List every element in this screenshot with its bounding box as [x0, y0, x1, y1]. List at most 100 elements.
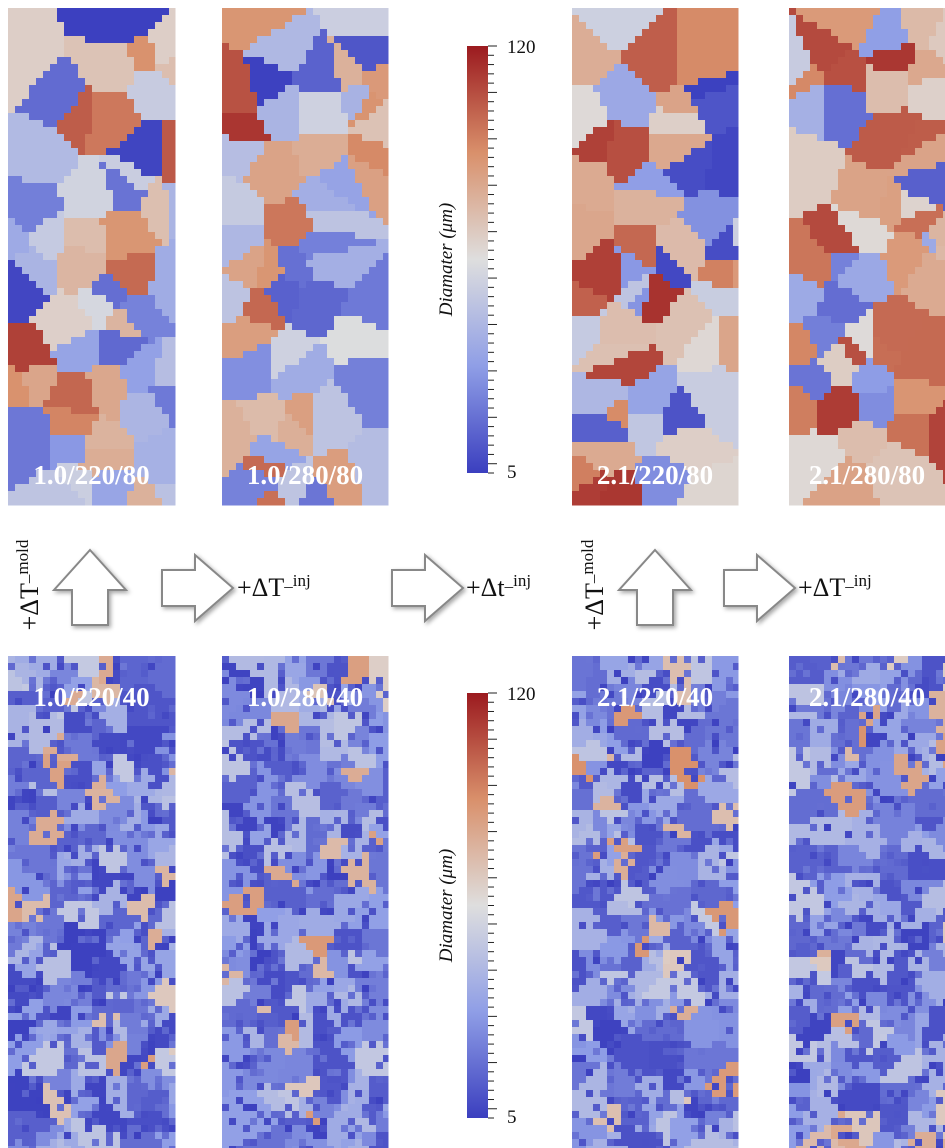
grain-cell: [593, 351, 601, 359]
grain-cell: [169, 358, 176, 366]
grain-cell: [579, 379, 587, 387]
grain-cell: [327, 498, 335, 506]
grain-cell: [320, 498, 328, 506]
grain-cell: [362, 351, 370, 359]
grain-cell: [64, 197, 72, 205]
grain-cell: [684, 141, 692, 149]
grain-cell: [369, 288, 377, 296]
grain-cell: [355, 162, 363, 170]
grain-cell: [236, 78, 244, 86]
grain-cell: [320, 428, 328, 436]
grain-cell: [348, 246, 356, 254]
grain-cell: [712, 365, 720, 373]
grain-cell: [677, 15, 685, 23]
grain-cell: [15, 498, 23, 506]
grain-cell: [355, 351, 363, 359]
grain-cell: [656, 288, 664, 296]
grain-cell: [106, 421, 114, 429]
grain-cell: [64, 57, 72, 65]
grain-cell: [369, 477, 377, 485]
grain-cell: [36, 64, 44, 72]
grain-cell: [586, 36, 594, 44]
grain-cell: [719, 260, 727, 268]
grain-cell: [320, 127, 328, 135]
grain-cell: [614, 358, 622, 366]
grain-cell: [327, 183, 335, 191]
grain-cell: [614, 379, 622, 387]
grain-cell: [85, 43, 93, 51]
grain-cell: [299, 29, 307, 37]
grain-cell: [85, 253, 93, 261]
grain-cell: [113, 183, 121, 191]
grain-cell: [628, 365, 636, 373]
grain-cell: [113, 120, 121, 128]
grain-cell: [670, 253, 678, 261]
grain-cell: [222, 351, 230, 359]
grain-cell: [169, 85, 176, 93]
grain-cell: [99, 43, 107, 51]
grain-cell: [355, 316, 363, 324]
grain-cell: [593, 99, 601, 107]
grain-cell: [43, 386, 51, 394]
grain-cell: [656, 330, 664, 338]
grain-cell: [362, 148, 370, 156]
grain-cell: [50, 246, 58, 254]
grain-cell: [299, 281, 307, 289]
grain-cell: [642, 260, 650, 268]
grain-cell: [677, 190, 685, 198]
grain-cell: [355, 372, 363, 380]
grain-cell: [572, 358, 580, 366]
grain-cell: [677, 134, 685, 142]
grain-cell: [43, 99, 51, 107]
grain-cell: [306, 253, 314, 261]
grain-cell: [257, 414, 265, 422]
grain-cell: [50, 155, 58, 163]
grain-cell: [341, 393, 349, 401]
grain-cell: [271, 8, 279, 16]
grain-cell: [698, 183, 706, 191]
grain-cell: [334, 414, 342, 422]
grain-cell: [78, 330, 86, 338]
grain-cell: [600, 134, 608, 142]
grain-cell: [369, 36, 377, 44]
grain-cell: [348, 127, 356, 135]
grain-cell: [684, 127, 692, 135]
grain-cell: [362, 421, 370, 429]
grain-cell: [64, 309, 72, 317]
grain-cell: [572, 365, 580, 373]
grain-cell: [663, 78, 671, 86]
grain-cell: [8, 281, 16, 289]
grain-cell: [348, 393, 356, 401]
grain-cell: [250, 309, 258, 317]
grain-cell: [78, 15, 86, 23]
grain-cell: [691, 379, 699, 387]
grain-cell: [320, 365, 328, 373]
grain-cell: [726, 400, 734, 408]
grain-cell: [691, 8, 699, 16]
grain-cell: [614, 127, 622, 135]
grain-cell: [92, 498, 100, 506]
grain-cell: [236, 267, 244, 275]
grain-cell: [348, 64, 356, 72]
grain-cell: [29, 421, 37, 429]
grain-cell: [92, 302, 100, 310]
grain-cell: [348, 162, 356, 170]
grain-cell: [320, 414, 328, 422]
grain-cell: [362, 246, 370, 254]
grain-cell: [257, 190, 265, 198]
grain-cell: [642, 85, 650, 93]
grain-cell: [670, 239, 678, 247]
grain-cell: [250, 78, 258, 86]
grain-cell: [705, 71, 713, 79]
grain-cell: [614, 372, 622, 380]
grain-cell: [229, 491, 237, 499]
grain-cell: [50, 232, 58, 240]
grain-cell: [600, 71, 608, 79]
grain-cell: [313, 190, 321, 198]
grain-cell: [222, 211, 230, 219]
grain-cell: [99, 155, 107, 163]
grain-cell: [285, 127, 293, 135]
grain-cell: [222, 176, 230, 184]
grain-cell: [15, 316, 23, 324]
grain-cell: [607, 92, 615, 100]
